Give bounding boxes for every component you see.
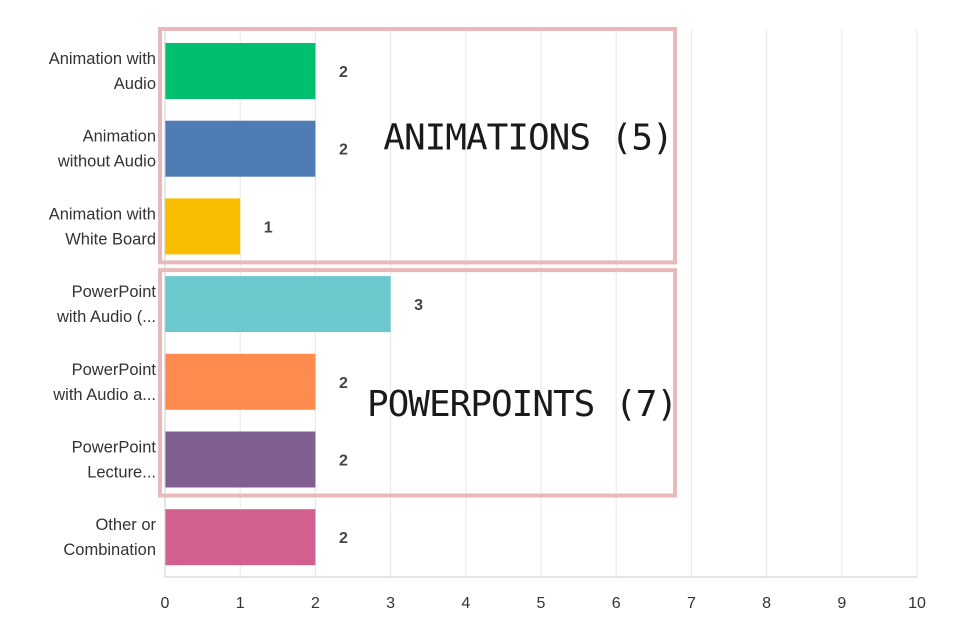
- x-axis: 0 1 2 3 4 5 6 7 8 9 10: [161, 30, 926, 612]
- x-tick-label-0: 0: [161, 595, 170, 612]
- value-label-2: 1: [264, 219, 273, 236]
- category-label-line: Audio: [114, 75, 156, 93]
- category-label-line: PowerPoint: [72, 439, 157, 457]
- category-label-5: PowerPoint Lecture...: [72, 439, 157, 482]
- group-box-1: [158, 268, 677, 498]
- x-tick-label-5: 5: [537, 595, 546, 612]
- bar-6: [165, 509, 316, 566]
- category-label-line: with Audio a...: [52, 386, 156, 404]
- category-label-line: Combination: [63, 541, 156, 559]
- x-tick-label-8: 8: [762, 595, 771, 612]
- bar-4: [165, 353, 316, 410]
- value-label-3: 3: [414, 297, 423, 314]
- x-tick-label-6: 6: [612, 595, 621, 612]
- category-label-line: Other or: [95, 516, 156, 534]
- value-label-5: 2: [339, 453, 348, 470]
- x-tick-label-2: 2: [311, 595, 320, 612]
- category-label-line: PowerPoint: [72, 283, 157, 301]
- group-annotations: ANIMATIONS (5) POWERPOINTS (7): [158, 27, 678, 498]
- category-label-line: White Board: [65, 230, 156, 248]
- category-label-line: Animation: [83, 128, 156, 146]
- group-box-0: [158, 27, 677, 265]
- category-label-0: Animation with Audio: [49, 50, 156, 93]
- x-tick-label-4: 4: [461, 595, 470, 612]
- bar-0: [165, 43, 316, 99]
- category-label-line: PowerPoint: [72, 361, 157, 379]
- x-tick-label-9: 9: [837, 595, 846, 612]
- bar-3: [165, 276, 391, 333]
- bar-5: [165, 431, 316, 488]
- category-label-line: Animation with: [49, 205, 156, 223]
- x-tick-label-10: 10: [908, 595, 926, 612]
- category-label-6: Other or Combination: [63, 516, 156, 559]
- category-label-line: Lecture...: [87, 464, 156, 482]
- bar-1: [165, 120, 316, 177]
- x-tick-label-1: 1: [236, 595, 245, 612]
- value-label-4: 2: [339, 375, 348, 392]
- value-label-6: 2: [339, 530, 348, 547]
- group-label-0: ANIMATIONS (5): [383, 118, 672, 159]
- value-label-0: 2: [339, 64, 348, 81]
- value-label-1: 2: [339, 142, 348, 159]
- bar-2: [165, 198, 241, 255]
- category-labels: Animation with Audio Animation without Audi…: [49, 50, 157, 559]
- category-label-3: PowerPoint with Audio (...: [56, 283, 156, 326]
- category-label-line: with Audio (...: [56, 308, 156, 326]
- group-label-1: POWERPOINTS (7): [367, 384, 677, 425]
- category-label-1: Animation without Audio: [57, 128, 156, 171]
- x-tick-label-3: 3: [386, 595, 395, 612]
- category-label-line: Animation with: [49, 50, 156, 68]
- category-label-2: Animation with White Board: [49, 205, 156, 248]
- bars: 2 2 1 3 2 2 2: [165, 43, 423, 566]
- x-tick-label-7: 7: [687, 595, 696, 612]
- category-label-line: without Audio: [57, 153, 156, 171]
- category-label-4: PowerPoint with Audio a...: [52, 361, 156, 404]
